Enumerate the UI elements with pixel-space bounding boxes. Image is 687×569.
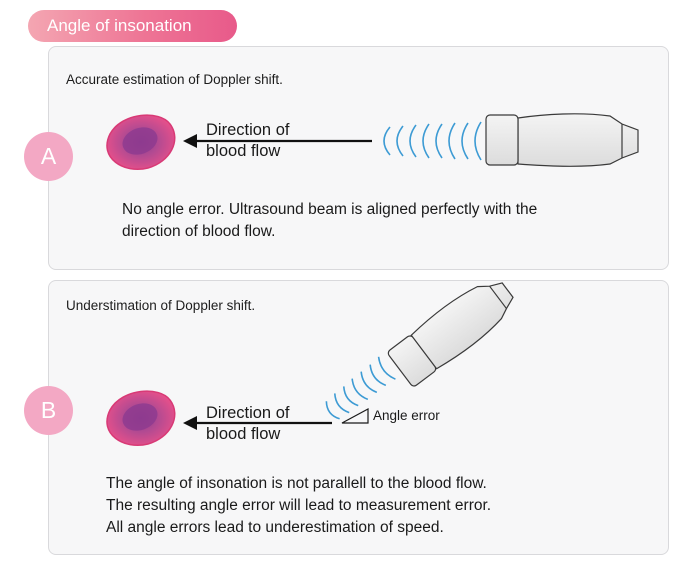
ultrasound-probe-b-icon xyxy=(387,282,514,387)
ultrasound-waves-b-icon xyxy=(325,356,396,420)
caption-b: The angle of insonation is not parallell… xyxy=(106,475,492,536)
red-blood-cell-a-icon xyxy=(106,114,176,170)
caption-a: No angle error. Ultrasound beam is align… xyxy=(122,201,538,240)
panel-a-heading: Accurate estimation of Doppler shift. xyxy=(66,72,283,87)
ultrasound-waves-a-icon xyxy=(383,121,482,161)
panel-b-heading: Understimation of Doppler shift. xyxy=(66,298,256,313)
angle-error-triangle-icon xyxy=(341,407,369,424)
ultrasound-probe-a-icon xyxy=(485,113,639,167)
red-blood-cell-b-icon xyxy=(106,390,176,446)
angle-error-label: Angle error xyxy=(373,408,440,423)
badge-b: B xyxy=(24,386,73,435)
badge-a: A xyxy=(24,132,73,181)
flow-direction-label-b: Direction of blood flow xyxy=(206,404,290,443)
flow-arrow-b-icon xyxy=(183,416,332,430)
section-title: Angle of insonation xyxy=(28,10,237,42)
flow-direction-label-a: Direction of blood flow xyxy=(206,121,290,160)
flow-arrow-a-icon xyxy=(183,134,372,148)
